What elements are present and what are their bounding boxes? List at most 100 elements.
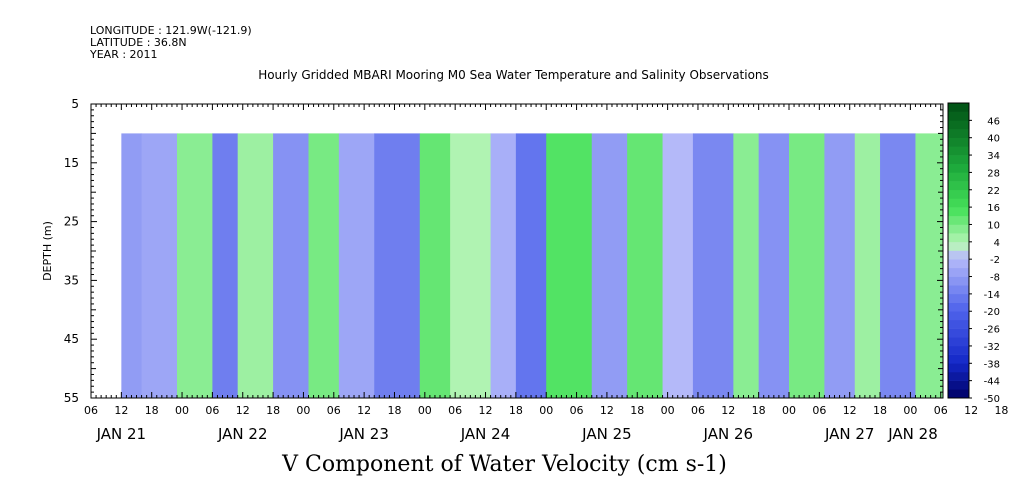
colorbar-swatch: [948, 380, 969, 390]
colorbar-swatch: [948, 120, 969, 130]
y-axis-label: DEPTH (m): [41, 221, 54, 281]
colorbar-swatch: [948, 189, 969, 199]
y-tick-label: 55: [64, 391, 79, 405]
x-tick-label: 18: [387, 404, 401, 417]
colorbar-swatch: [948, 129, 969, 139]
colorbar-label: 22: [987, 186, 1000, 197]
heatmap-band: [308, 133, 340, 398]
x-tick-label: 06: [570, 404, 584, 417]
x-tick-label: 00: [418, 404, 432, 417]
colorbar-frame: [947, 102, 970, 399]
heatmap-band: [374, 133, 421, 398]
x-tick-label: 00: [661, 404, 675, 417]
y-tick-label: 45: [64, 332, 79, 346]
heatmap-band: [824, 133, 856, 398]
heatmap-band: [546, 133, 593, 398]
variable-label: V Component of Water Velocity (cm s-1): [282, 452, 727, 477]
heatmap-band: [212, 133, 239, 398]
heatmap-band: [237, 133, 274, 398]
x-day-label: JAN 24: [460, 425, 511, 443]
colorbar-label: 10: [987, 220, 1000, 231]
x-tick-label: 00: [539, 404, 553, 417]
axes: 06 12 18 00 06 12 18 00 06 12 18 00 06 12 18 00 06 12 18 00…: [64, 97, 1009, 443]
heatmap-band: [758, 133, 790, 398]
x-tick-label: 18: [630, 404, 644, 417]
x-tick-label: 00: [175, 404, 189, 417]
colorbar-swatch: [948, 371, 969, 381]
x-day-label: JAN 27: [824, 425, 875, 443]
colorbar-label: -32: [984, 342, 1000, 353]
y-tick-label: 5: [71, 97, 79, 111]
heatmap-band: [591, 133, 628, 398]
heatmap-band: [273, 133, 309, 398]
heatmap-band: [490, 133, 517, 398]
colorbar-swatch: [948, 363, 969, 373]
colorbar-swatch: [948, 302, 969, 312]
x-day-label: JAN 26: [703, 425, 754, 443]
y-tick-label: 35: [64, 273, 79, 287]
x-tick-label: 12: [964, 404, 978, 417]
colorbar-swatch: [948, 345, 969, 355]
x-tick-label: 12: [843, 404, 857, 417]
heatmap-band: [662, 133, 694, 398]
colorbar-swatch: [948, 389, 969, 399]
colorbar-label: -26: [984, 325, 1000, 336]
colorbar-swatch: [948, 267, 969, 277]
heatmap-data: [121, 133, 943, 398]
year-label: YEAR : 2011: [90, 48, 158, 61]
colorbar-swatch: [948, 146, 969, 156]
colorbar-swatch: [948, 354, 969, 364]
x-tick-label: 18: [873, 404, 887, 417]
colorbar-swatch: [948, 337, 969, 347]
colorbar-swatch: [948, 181, 969, 191]
colorbar-label: -44: [984, 377, 1000, 388]
colorbar-label: 34: [987, 151, 1000, 162]
heatmap-band: [141, 133, 178, 398]
longitude-label: LONGITUDE : 121.9W(-121.9): [90, 24, 252, 37]
heatmap-band: [121, 133, 143, 398]
colorbar-label: -2: [990, 255, 1000, 266]
x-tick-label: 18: [266, 404, 280, 417]
colorbar-swatch: [948, 276, 969, 286]
heatmap-band: [515, 133, 547, 398]
colorbar-swatch: [948, 293, 969, 303]
x-day-label: JAN 28: [887, 425, 938, 443]
colorbar-swatch: [948, 198, 969, 208]
colorbar-swatch: [948, 328, 969, 338]
x-tick-label: 18: [994, 404, 1008, 417]
x-tick-label: 06: [84, 404, 98, 417]
heatmap-band: [450, 133, 492, 398]
colorbar-swatch: [948, 137, 969, 147]
x-day-label: JAN 25: [581, 425, 632, 443]
colorbar-label: -8: [990, 273, 1000, 284]
colorbar-label: -50: [984, 394, 1000, 405]
y-tick-label: 25: [64, 215, 79, 229]
heatmap-band: [627, 133, 664, 398]
colorbar-swatch: [948, 241, 969, 251]
x-tick-label: 00: [903, 404, 917, 417]
heatmap-band: [854, 133, 881, 398]
x-tick-label: 00: [782, 404, 796, 417]
heatmap-band: [880, 133, 916, 398]
x-tick-label: 18: [509, 404, 523, 417]
x-tick-label: 06: [812, 404, 826, 417]
colorbar-swatch: [948, 319, 969, 329]
colorbar-swatch: [948, 311, 969, 321]
colorbar-swatch: [948, 111, 969, 121]
colorbar-swatch: [948, 163, 969, 173]
colorbar-swatch: [948, 285, 969, 295]
colorbar-swatch: [948, 250, 969, 260]
colorbar-swatch: [948, 259, 969, 269]
colorbar-swatch: [948, 215, 969, 225]
colorbar-swatch: [948, 207, 969, 217]
heatmap-band: [338, 133, 375, 398]
latitude-label: LATITUDE : 36.8N: [90, 36, 187, 49]
colorbar-swatch: [948, 172, 969, 182]
x-tick-label: 06: [448, 404, 462, 417]
colorbar-label: -38: [984, 359, 1000, 370]
colorbar-label: 16: [987, 203, 1000, 214]
x-tick-label: 12: [721, 404, 735, 417]
x-tick-label: 06: [691, 404, 705, 417]
heatmap-band: [419, 133, 451, 398]
